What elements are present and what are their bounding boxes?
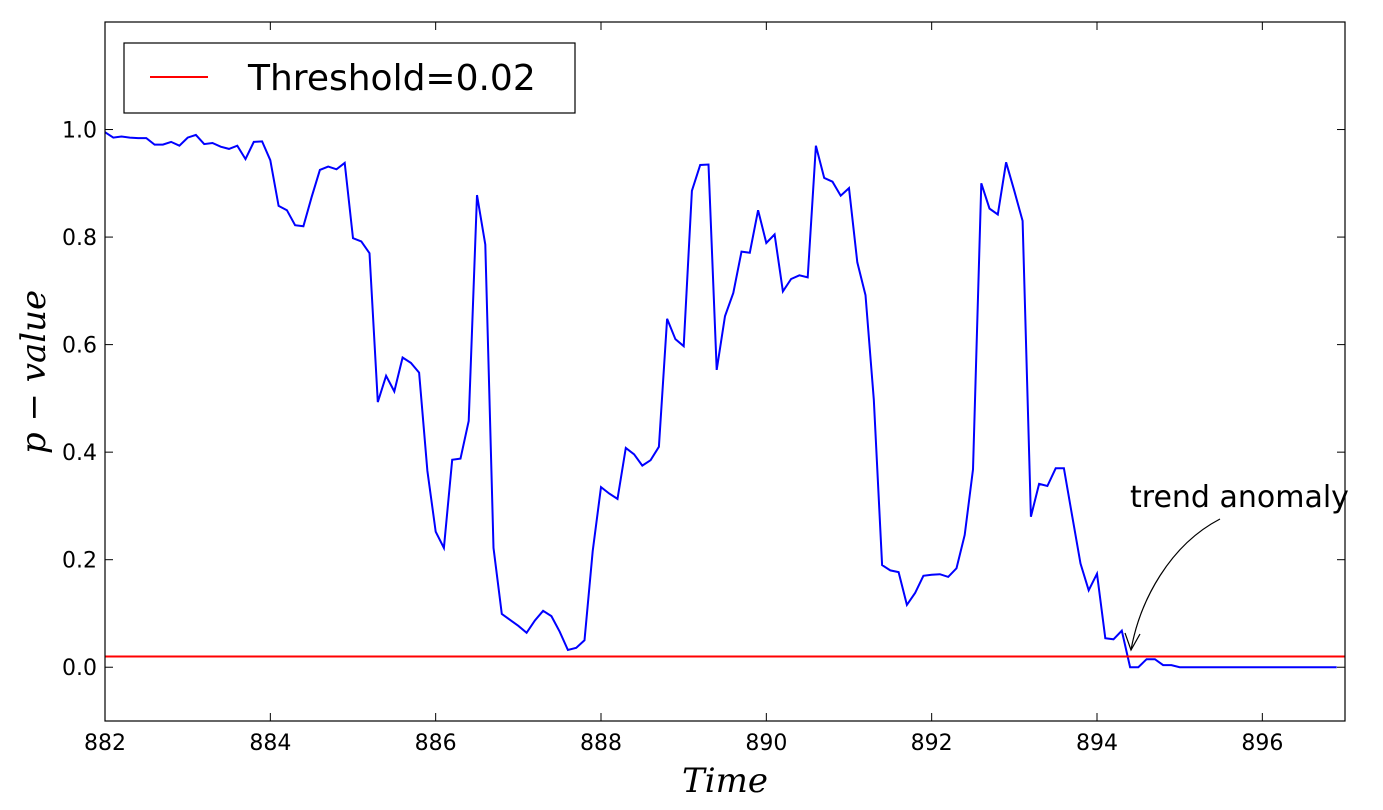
y-tick-label: 0.6: [62, 334, 97, 359]
x-tick-label: 884: [249, 731, 291, 756]
x-tick-label: 886: [415, 731, 457, 756]
y-tick-label: 0.8: [62, 226, 97, 251]
x-tick-label: 888: [580, 731, 622, 756]
annotation-arrowhead: [1124, 632, 1141, 652]
trend-anomaly-annotation: trend anomaly: [1124, 480, 1349, 652]
annotation-arrow: [1130, 518, 1221, 651]
y-tick-label: 1.0: [62, 119, 97, 144]
legend-threshold-label: Threshold=0.02: [247, 58, 536, 99]
y-tick-label: 0.2: [62, 549, 97, 574]
x-tick-label: 892: [911, 731, 953, 756]
y-tick-label: 0.4: [62, 441, 97, 466]
plot-area: [104, 131, 1345, 669]
x-tick-label: 890: [745, 731, 787, 756]
series-line-0: [104, 131, 1337, 669]
annotation-text: trend anomaly: [1130, 480, 1349, 515]
x-tick-label: 894: [1076, 731, 1118, 756]
y-axis-label: p − value: [14, 290, 54, 454]
y-tick-label: 0.0: [62, 656, 97, 681]
plot-frame: [104, 21, 1346, 722]
x-tick-label: 896: [1241, 731, 1283, 756]
x-tick-label: 882: [84, 731, 126, 756]
x-axis-label: Time: [682, 761, 768, 801]
legend: Threshold=0.02: [123, 42, 576, 114]
axes: 882 884 886 888 890 892 894 896 0.0 0.2 0.4 0.6 0.8 1…: [62, 22, 1345, 756]
